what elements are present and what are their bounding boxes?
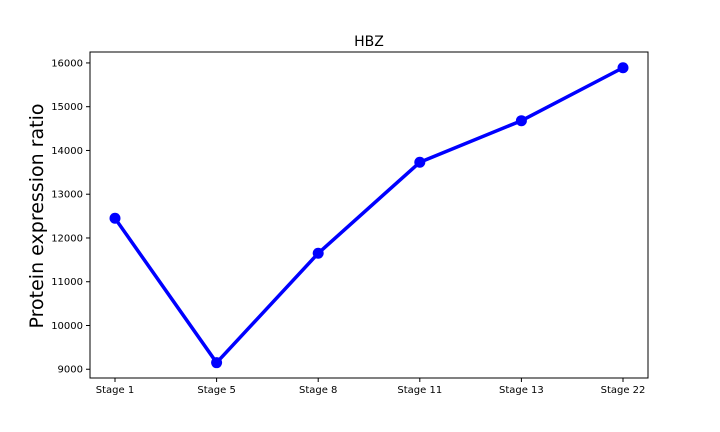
- x-axis: Stage 1 Stage 5 Stage 8 Stage 11 Stage 13 Sta…: [96, 378, 646, 396]
- data-point: [312, 247, 324, 259]
- data-point: [617, 62, 629, 74]
- x-tick-label: Stage 1: [96, 385, 134, 396]
- x-tick-label: Stage 11: [397, 385, 442, 396]
- data-point: [414, 156, 426, 168]
- y-tick-label: 14000: [51, 146, 83, 157]
- plot-frame: [89, 51, 649, 379]
- y-tick-label: 10000: [51, 321, 83, 332]
- y-axis-label: Protein expression ratio: [26, 104, 48, 329]
- y-tick-label: 11000: [51, 277, 83, 288]
- y-tick-label: 16000: [51, 58, 83, 69]
- y-tick-label: 12000: [51, 233, 83, 244]
- x-tick-label: Stage 8: [299, 385, 337, 396]
- y-tick-label: 9000: [58, 365, 83, 376]
- y-tick-label: 15000: [51, 102, 83, 113]
- x-tick-label: Stage 13: [499, 385, 544, 396]
- y-tick-label: 13000: [51, 190, 83, 201]
- series-line: [113, 66, 624, 365]
- chart-title: HBZ: [354, 34, 384, 50]
- data-point: [515, 115, 527, 127]
- series-layer: [109, 62, 629, 369]
- x-tick-label: Stage 5: [197, 385, 235, 396]
- y-axis: 9000 10000 11000 12000 13000 14000 15000 16000: [51, 58, 90, 376]
- x-tick-label: Stage 22: [601, 385, 646, 396]
- data-point: [211, 357, 223, 369]
- data-point: [109, 212, 121, 224]
